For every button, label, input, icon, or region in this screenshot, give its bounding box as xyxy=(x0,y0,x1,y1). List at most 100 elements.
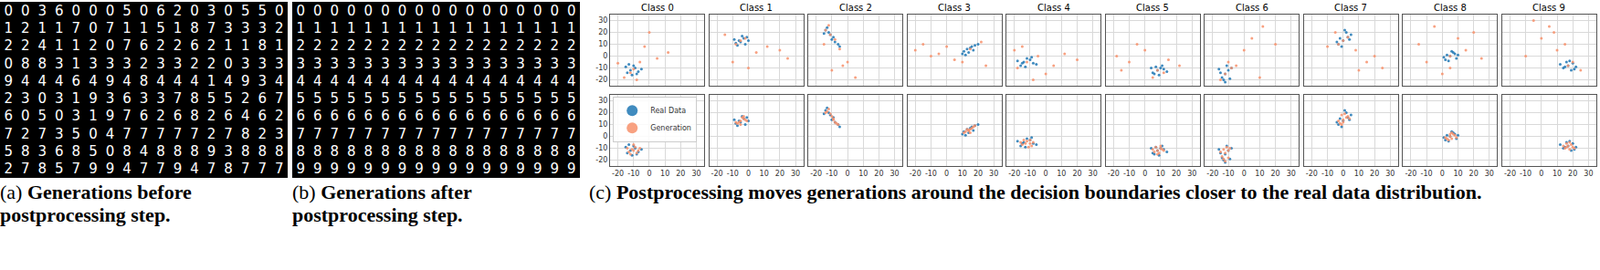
svg-text:10: 10 xyxy=(1552,169,1562,179)
svg-text:Real Data: Real Data xyxy=(650,106,686,116)
svg-text:0: 0 xyxy=(1538,169,1544,179)
svg-text:10: 10 xyxy=(1056,169,1066,179)
svg-text:10: 10 xyxy=(598,40,608,49)
svg-text:Class 4: Class 4 xyxy=(1037,2,1071,13)
svg-text:30: 30 xyxy=(790,169,800,179)
svg-text:30: 30 xyxy=(598,96,608,106)
svg-text:30: 30 xyxy=(598,16,608,25)
svg-text:0: 0 xyxy=(1242,169,1247,179)
html-text:1: 1 xyxy=(54,20,64,37)
svg-text:0: 0 xyxy=(1440,169,1445,179)
svg-text:-10: -10 xyxy=(627,169,640,179)
html-text:0: 0 xyxy=(71,2,81,19)
svg-text:Class 5: Class 5 xyxy=(1136,2,1169,13)
svg-text:-20: -20 xyxy=(595,156,608,165)
svg-text:Class 0: Class 0 xyxy=(641,2,674,13)
svg-text:Generation: Generation xyxy=(650,124,692,133)
svg-text:20: 20 xyxy=(1171,169,1181,179)
html-text:0: 0 xyxy=(105,2,115,19)
svg-text:-20: -20 xyxy=(595,75,608,85)
svg-text:0: 0 xyxy=(646,169,652,179)
svg-text:-10: -10 xyxy=(1519,169,1532,179)
svg-text:-10: -10 xyxy=(726,169,739,179)
svg-text:0: 0 xyxy=(1340,169,1346,179)
html-text:5: 5 xyxy=(122,2,132,19)
svg-text:-10: -10 xyxy=(1123,169,1136,179)
html-text:0: 0 xyxy=(139,2,149,19)
svg-text:Class 2: Class 2 xyxy=(839,2,873,13)
svg-text:30: 30 xyxy=(1385,169,1395,179)
svg-text:-10: -10 xyxy=(925,169,937,179)
svg-text:30: 30 xyxy=(1583,169,1593,179)
svg-text:30: 30 xyxy=(1187,169,1197,179)
svg-text:-20: -20 xyxy=(1107,169,1120,179)
svg-text:Class 7: Class 7 xyxy=(1334,2,1368,13)
svg-text:Class 1: Class 1 xyxy=(739,2,773,13)
svg-text:-20: -20 xyxy=(1404,169,1417,179)
svg-text:-20: -20 xyxy=(711,169,724,179)
svg-text:0: 0 xyxy=(1043,169,1049,179)
svg-text:20: 20 xyxy=(1271,169,1281,179)
html-text:(b) Generations after postproc: (b) Generations after postprocessing ste… xyxy=(292,180,472,227)
svg-text:30: 30 xyxy=(1088,169,1098,179)
svg-text:0: 0 xyxy=(602,52,608,61)
svg-text:Class 9: Class 9 xyxy=(1532,2,1566,13)
html-text:6: 6 xyxy=(54,2,64,19)
svg-text:10: 10 xyxy=(759,169,769,179)
svg-text:0: 0 xyxy=(746,169,751,179)
svg-text:Class 3: Class 3 xyxy=(937,2,971,13)
svg-text:-20: -20 xyxy=(909,169,922,179)
svg-text:Class 8: Class 8 xyxy=(1433,2,1467,13)
html-text:0: 0 xyxy=(274,2,284,19)
svg-text:20: 20 xyxy=(598,108,608,117)
svg-text:30: 30 xyxy=(1484,169,1495,179)
svg-text:-10: -10 xyxy=(1023,169,1036,179)
svg-text:30: 30 xyxy=(890,169,900,179)
html-text:0: 0 xyxy=(88,2,98,19)
svg-text:-20: -20 xyxy=(1206,169,1219,179)
svg-text:-20: -20 xyxy=(1008,169,1021,179)
svg-text:20: 20 xyxy=(1469,169,1479,179)
svg-text:10: 10 xyxy=(1156,169,1166,179)
svg-text:-20: -20 xyxy=(611,169,624,179)
svg-text:20: 20 xyxy=(1369,169,1379,179)
svg-text:10: 10 xyxy=(598,120,608,129)
html-text:2: 2 xyxy=(173,2,183,19)
svg-text:-20: -20 xyxy=(810,169,822,179)
svg-text:0: 0 xyxy=(944,169,949,179)
svg-text:-20: -20 xyxy=(1504,169,1516,179)
html-text:1: 1 xyxy=(37,20,47,37)
svg-text:20: 20 xyxy=(775,169,785,179)
html-text:5: 5 xyxy=(257,2,267,19)
svg-text:30: 30 xyxy=(691,169,701,179)
svg-text:-10: -10 xyxy=(825,169,838,179)
svg-text:0: 0 xyxy=(1142,169,1148,179)
svg-text:20: 20 xyxy=(598,28,608,37)
svg-text:0: 0 xyxy=(845,169,851,179)
svg-text:-10: -10 xyxy=(595,144,608,153)
svg-text:10: 10 xyxy=(1354,169,1364,179)
html-text:(a) Generations before postpro: (a) Generations before postprocessing st… xyxy=(0,180,192,227)
svg-text:20: 20 xyxy=(1072,169,1082,179)
svg-text:20: 20 xyxy=(1568,169,1578,179)
svg-text:30: 30 xyxy=(989,169,999,179)
svg-text:-10: -10 xyxy=(1321,169,1334,179)
html-text:(c) Postprocessing moves gener: (c) Postprocessing moves generations aro… xyxy=(589,180,1482,204)
svg-text:-10: -10 xyxy=(1421,169,1433,179)
html-text:6: 6 xyxy=(156,2,166,19)
svg-text:10: 10 xyxy=(1452,169,1463,179)
svg-text:10: 10 xyxy=(957,169,968,179)
html-text:3: 3 xyxy=(37,2,47,19)
svg-text:-10: -10 xyxy=(595,63,608,73)
svg-text:20: 20 xyxy=(873,169,884,179)
svg-text:20: 20 xyxy=(675,169,685,179)
svg-text:-10: -10 xyxy=(1221,169,1234,179)
svg-text:20: 20 xyxy=(973,169,983,179)
svg-text:-20: -20 xyxy=(1305,169,1318,179)
svg-text:30: 30 xyxy=(1286,169,1296,179)
svg-text:10: 10 xyxy=(858,169,868,179)
svg-text:0: 0 xyxy=(602,132,608,141)
svg-text:10: 10 xyxy=(1254,169,1264,179)
svg-text:Class 6: Class 6 xyxy=(1235,2,1269,13)
svg-text:10: 10 xyxy=(660,169,670,179)
